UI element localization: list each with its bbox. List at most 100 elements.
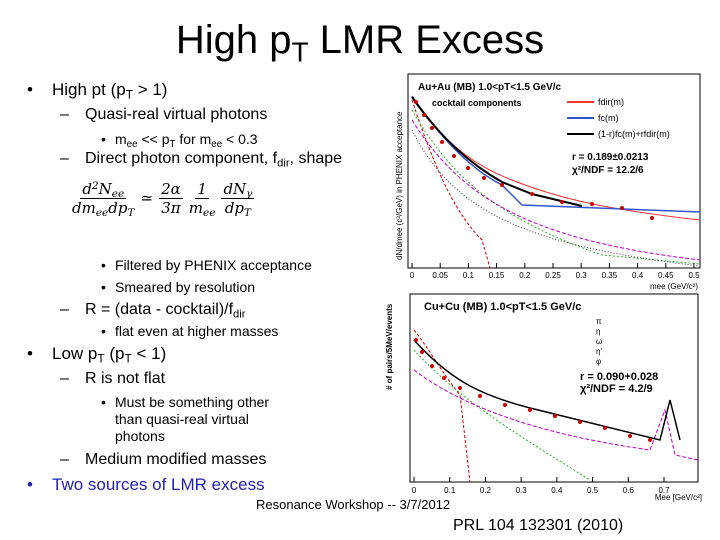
y-axis-label: dN/dmee (c²/GeV) in PHENIX acceptance xyxy=(395,111,404,260)
bullet-marker: • xyxy=(27,475,33,494)
bullet-marker: – xyxy=(60,150,69,167)
fraction: dNγ dpT xyxy=(221,180,255,219)
fit-result: r = 0.090+0.028 xyxy=(580,371,658,383)
plot-frame xyxy=(409,293,699,483)
text-run: High pt (p xyxy=(52,80,126,99)
data-points xyxy=(414,338,652,442)
x-tick-label: 0 xyxy=(412,486,417,495)
text-run: High p xyxy=(175,18,292,62)
data-points xyxy=(414,100,654,220)
text-run: > 1) xyxy=(132,80,168,99)
text-run: dir xyxy=(233,308,246,321)
plot-au-au: Au+Au (MB) 1.0<pT<1.5 GeV/c cocktail comp… xyxy=(395,73,701,291)
text-run: for m xyxy=(175,131,212,147)
bullet-text: mee << pT for mee < 0.3 xyxy=(115,131,258,150)
text-run: ee xyxy=(211,138,223,150)
text-run: Smeared by resolution xyxy=(115,279,256,295)
text-run: m xyxy=(188,198,203,217)
bullet-marker: – xyxy=(60,451,69,468)
bullet-marker: • xyxy=(101,323,106,339)
bullet-text: flat even at higher masses xyxy=(115,323,278,339)
bullet-text: Smeared by resolution xyxy=(115,279,255,295)
text-run: dp xyxy=(224,198,245,217)
text-run: ee xyxy=(126,138,138,150)
legend-label: η' xyxy=(596,347,602,356)
text-run: ee xyxy=(203,206,216,219)
x-tick-label: 0 xyxy=(410,271,415,280)
x-tick-label: 0.45 xyxy=(658,271,674,280)
bullet-text: Direct photon component, fdir, shape xyxy=(85,150,343,169)
text-run: ee xyxy=(111,187,125,200)
legend-label: fc(m) xyxy=(598,113,619,123)
text-run: (p xyxy=(104,344,125,363)
text-run: 3π xyxy=(161,198,181,217)
legend-label: ω xyxy=(596,337,602,346)
bullet-text: R is not flat xyxy=(85,370,165,388)
text-run: << p xyxy=(137,131,170,147)
text-run: T xyxy=(97,351,105,366)
legend-label: η xyxy=(596,327,600,336)
bullet-marker: • xyxy=(27,344,33,363)
x-tick-label: 0.5 xyxy=(587,486,599,495)
text-run: dp xyxy=(108,198,128,217)
x-tick-label: 0.4 xyxy=(632,271,644,280)
bullet-text: Filtered by PHENIX acceptance xyxy=(115,257,312,273)
bullet-text: Must be something other than quasi-real … xyxy=(115,394,300,445)
legend-label: φ xyxy=(596,357,601,366)
text-run: Medium modified masses xyxy=(85,451,267,468)
curve xyxy=(411,119,701,261)
text-run: T xyxy=(169,138,176,150)
approx: ≃ xyxy=(140,189,154,207)
text-run: N xyxy=(98,179,112,198)
x-tick-label: 0.35 xyxy=(602,271,618,280)
curve xyxy=(411,109,701,265)
plot-subheader: cocktail components xyxy=(432,98,522,108)
text-run: Direct photon component, f xyxy=(85,150,278,167)
bullet-text: Two sources of LMR excess xyxy=(52,475,265,495)
text-run: T xyxy=(124,351,132,366)
text-run: dm xyxy=(72,198,96,217)
bullet-marker: • xyxy=(101,131,106,147)
fraction: 2α 3π xyxy=(159,180,183,217)
text-run: Low p xyxy=(52,344,98,363)
x-tick-label: 0.05 xyxy=(432,271,448,280)
legend-label: (1-r)fc(m)+rfdir(m) xyxy=(598,129,670,139)
bullet-marker: – xyxy=(60,106,69,123)
text-run: d xyxy=(82,179,92,198)
legend-label: fdir(m) xyxy=(598,97,624,107)
text-run: LMR Excess xyxy=(308,18,545,62)
text-run: Quasi-real virtual photons xyxy=(85,106,268,123)
text-run: Filtered by PHENIX acceptance xyxy=(115,257,312,273)
text-run: m xyxy=(115,131,127,147)
fit-result: χ²/NDF = 4.2/9 xyxy=(580,383,653,395)
bullet-text: Low pT (pT < 1) xyxy=(52,344,167,366)
text-run: < 1) xyxy=(131,344,167,363)
bullet-marker: – xyxy=(60,301,69,318)
slide-title: High pT LMR Excess xyxy=(0,18,720,66)
bullet-marker: • xyxy=(27,80,33,99)
denominator: mee xyxy=(188,198,216,219)
text-run: γ xyxy=(246,187,253,200)
text-run: < 0.3 xyxy=(222,131,258,147)
bullet-marker: • xyxy=(101,394,106,410)
curve xyxy=(413,369,699,461)
bullet-text: High pt (pT > 1) xyxy=(52,80,168,101)
fraction: 1 mee xyxy=(188,180,216,219)
text-run: ee xyxy=(95,206,109,219)
text-run: T xyxy=(127,206,135,219)
formula: d2Nee dmeedpT ≃ 2α 3π 1 mee dNγ dpT xyxy=(72,168,368,228)
denominator: dpT xyxy=(224,198,252,219)
bullet-marker: – xyxy=(60,370,69,387)
footer-reference: PRL 104 132301 (2010) xyxy=(453,517,624,534)
fit-result: r = 0.189±0.0213 xyxy=(572,152,649,163)
text-run: , shape xyxy=(289,150,343,167)
numerator: d2Nee xyxy=(80,179,127,200)
x-tick-label: 0.4 xyxy=(551,486,563,495)
x-tick-label: 0.15 xyxy=(489,271,505,280)
bullet-marker: • xyxy=(101,257,106,273)
bullet-text: R = (data - cocktail)/fdir xyxy=(85,301,246,321)
text-run: T xyxy=(244,206,252,219)
x-tick-label: 0.3 xyxy=(576,271,588,280)
text-run: 2 xyxy=(91,179,99,192)
